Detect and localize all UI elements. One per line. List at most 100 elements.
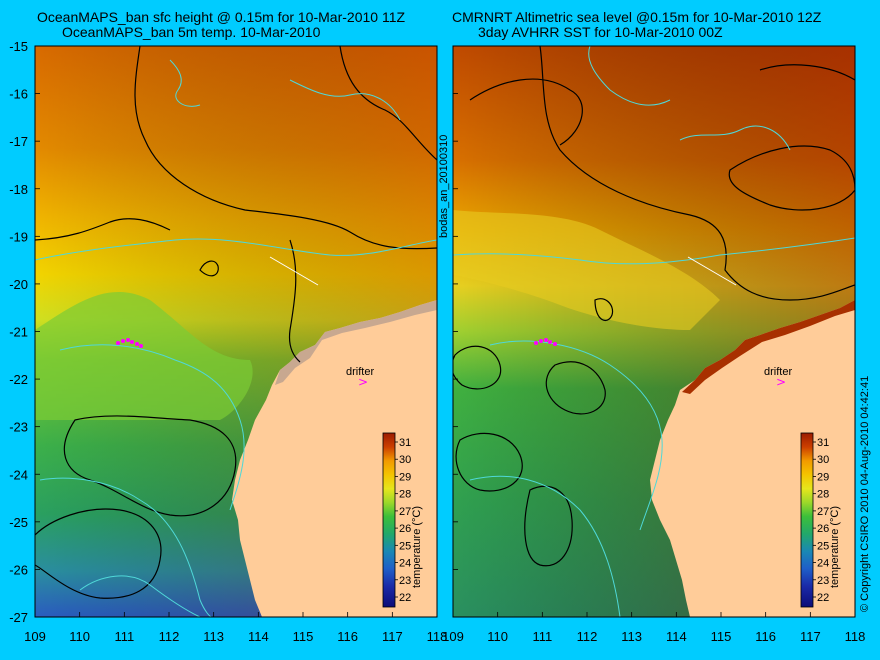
left-drifter-arrow-icon: >	[358, 375, 368, 389]
right-black-contour-1	[469, 78, 583, 146]
colorbar-tick-label: 30	[817, 454, 829, 466]
right-black-contour-3	[759, 64, 855, 81]
colorbar-tick-label: 29	[817, 471, 829, 483]
lon-tick-label: 110	[69, 629, 90, 644]
right-colorbar-label: temperature (°C)	[829, 506, 841, 588]
lat-tick-label: -15	[9, 39, 28, 54]
lat-tick-label: -22	[9, 372, 28, 387]
left-cyan-contour-2	[169, 59, 201, 107]
lon-tick-label: 112	[159, 629, 180, 644]
right-black-contour-7	[455, 432, 523, 492]
lat-tick-label: -16	[9, 87, 28, 102]
right-cyan-contour-2	[588, 46, 671, 106]
right-cyan-contour-4	[469, 475, 621, 617]
right-lon-axis: 109 110 111 112 113 114 115 116 117 118	[442, 612, 865, 644]
right-drifter-arrow-icon: >	[776, 375, 786, 389]
left-cyan-contour-5	[289, 79, 401, 121]
right-drift-track-line	[687, 256, 737, 286]
lon-tick-label: 113	[203, 629, 224, 644]
right-title-line2: 3day AVHRR SST for 10-Mar-2010 00Z	[478, 24, 723, 40]
colorbar-tick-label: 25	[817, 540, 829, 552]
right-drifter-label: drifter	[764, 366, 792, 378]
left-cyan-contour-4	[39, 477, 213, 617]
lon-tick-label: 115	[711, 629, 732, 644]
right-black-contour-6	[545, 361, 606, 415]
side-run-label: bodas_an_20100310	[438, 135, 450, 238]
colorbar-tick-label: 30	[399, 454, 411, 466]
lat-tick-label: -26	[9, 562, 28, 577]
left-black-contour-2	[35, 218, 171, 241]
right-black-contour-9	[594, 298, 614, 322]
lat-tick-label: -27	[9, 610, 28, 625]
right-black-contour-8	[524, 485, 573, 567]
left-black-contour-3	[339, 46, 437, 161]
lon-tick-label: 111	[532, 629, 552, 644]
colorbar-tick-label: 27	[399, 506, 411, 518]
right-yellow-band	[453, 210, 720, 330]
left-colorbar-label: temperature (°C)	[411, 506, 423, 588]
left-lon-axis: 109 110 111 112 113 114 115 116 117 118	[24, 612, 447, 644]
colorbar-tick-label: 31	[399, 437, 411, 449]
colorbar-tick-label: 23	[399, 575, 411, 587]
left-drifter-label: drifter	[346, 366, 374, 378]
right-black-contour-4	[728, 145, 855, 211]
left-colorbar: 31 30 29 28 27 26 25 24 23 22 temperature (°C)	[382, 432, 423, 608]
lat-tick-label: -21	[9, 325, 28, 340]
right-cyan-contour-5	[679, 125, 791, 151]
lon-tick-label: 112	[577, 629, 598, 644]
colorbar-tick-label: 31	[817, 437, 829, 449]
right-colorbar: 31 30 29 28 27 26 25 24 23 22 temperature (°C)	[800, 432, 841, 608]
right-coast-fringe	[682, 300, 855, 394]
lon-tick-label: 117	[382, 629, 403, 644]
colorbar-tick-label: 22	[817, 592, 829, 604]
right-cyan-contour-3	[489, 340, 663, 531]
left-title-line2: OceanMAPS_ban 5m temp. 10-Mar-2010	[62, 24, 321, 40]
lat-tick-label: -24	[9, 467, 28, 482]
colorbar-tick-label: 26	[817, 523, 829, 535]
right-map: drifter >	[453, 46, 855, 617]
lat-tick-label: -19	[9, 229, 28, 244]
lat-axis: -15 -16 -17 -18 -19 -20 -21 -22 -23 -24 -25 -26 -27	[9, 39, 458, 625]
left-black-contour-6	[35, 508, 162, 599]
lon-tick-label: 116	[755, 629, 776, 644]
lon-tick-label: 111	[114, 629, 134, 644]
lon-tick-label: 109	[24, 629, 46, 644]
lon-tick-label: 109	[442, 629, 464, 644]
lon-tick-label: 118	[427, 629, 448, 644]
left-black-contour-4	[288, 239, 301, 363]
left-title-line1: OceanMAPS_ban sfc height @ 0.15m for 10-…	[37, 9, 406, 25]
colorbar-tick-label: 24	[817, 558, 829, 570]
lon-tick-label: 116	[337, 629, 358, 644]
colorbar-tick-label: 23	[817, 575, 829, 587]
lon-tick-label: 110	[487, 629, 508, 644]
lat-tick-label: -25	[9, 515, 28, 530]
lon-tick-label: 117	[800, 629, 821, 644]
right-cyan-contour-1	[453, 237, 855, 265]
left-cyan-contour-3	[59, 344, 245, 511]
lat-tick-label: -17	[9, 134, 28, 149]
lat-tick-label: -23	[9, 420, 28, 435]
lon-tick-label: 114	[248, 629, 269, 644]
lon-tick-label: 113	[621, 629, 642, 644]
copyright-label: © Copyright CSIRO 2010 04-Aug-2010 04:42…	[859, 376, 871, 612]
left-cyan-contour-6	[79, 575, 201, 617]
lon-tick-label: 115	[293, 629, 314, 644]
right-colorbar-ramp	[800, 432, 814, 608]
left-cyan-contour-1	[35, 238, 437, 261]
right-drifter-cluster	[534, 338, 557, 346]
left-drift-track-line	[269, 256, 319, 286]
left-map: drifter >	[35, 46, 437, 617]
left-black-contour-1	[134, 46, 437, 250]
colorbar-tick-label: 25	[399, 540, 411, 552]
left-black-contour-5	[63, 415, 237, 517]
colorbar-tick-label: 22	[399, 592, 411, 604]
colorbar-tick-label: 28	[817, 489, 829, 501]
right-black-contour-5	[453, 345, 502, 390]
colorbar-tick-label: 29	[399, 471, 411, 483]
left-colorbar-ramp	[382, 432, 396, 608]
left-drifter-cluster	[116, 338, 143, 348]
left-black-contour-7	[199, 260, 219, 277]
colorbar-tick-label: 24	[399, 558, 411, 570]
colorbar-tick-label: 27	[817, 506, 829, 518]
